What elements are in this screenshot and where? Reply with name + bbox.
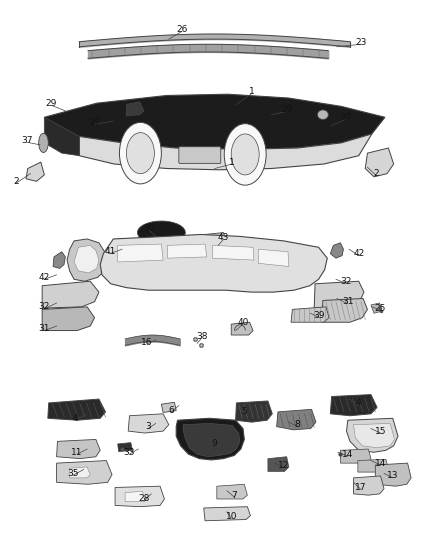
Text: 10: 10 <box>226 512 237 521</box>
Polygon shape <box>231 322 253 335</box>
Ellipse shape <box>318 110 328 119</box>
Text: 5: 5 <box>241 407 247 416</box>
Polygon shape <box>70 467 90 478</box>
Text: 7: 7 <box>231 491 237 499</box>
Polygon shape <box>204 232 227 244</box>
Polygon shape <box>330 243 343 258</box>
Polygon shape <box>100 235 327 292</box>
Text: 41: 41 <box>104 247 116 256</box>
Polygon shape <box>236 401 272 422</box>
Polygon shape <box>330 394 377 416</box>
Polygon shape <box>346 418 398 452</box>
Text: 40: 40 <box>237 318 249 327</box>
Polygon shape <box>268 457 289 472</box>
Polygon shape <box>48 399 106 420</box>
Polygon shape <box>212 245 254 260</box>
Circle shape <box>231 134 259 175</box>
Polygon shape <box>353 476 384 495</box>
Text: 17: 17 <box>355 483 367 492</box>
Polygon shape <box>365 148 394 177</box>
Polygon shape <box>74 245 99 273</box>
Text: 2: 2 <box>373 169 379 178</box>
Text: 30: 30 <box>143 223 155 232</box>
Text: 15: 15 <box>375 426 386 435</box>
Text: 37: 37 <box>21 136 33 145</box>
Ellipse shape <box>39 133 48 152</box>
Text: 8: 8 <box>295 420 300 429</box>
Polygon shape <box>57 461 112 484</box>
Polygon shape <box>291 307 329 322</box>
Polygon shape <box>167 244 207 258</box>
Polygon shape <box>127 102 144 116</box>
Polygon shape <box>128 414 169 433</box>
Text: 4: 4 <box>72 414 78 423</box>
Text: 27: 27 <box>89 118 100 127</box>
Text: 38: 38 <box>196 332 207 341</box>
Text: 13: 13 <box>387 472 399 480</box>
Text: 3: 3 <box>145 422 151 431</box>
Polygon shape <box>79 134 372 170</box>
Text: 29: 29 <box>45 99 57 108</box>
Text: 1: 1 <box>229 158 235 167</box>
Text: 33: 33 <box>124 448 135 457</box>
Polygon shape <box>258 249 289 266</box>
Text: 16: 16 <box>141 337 153 346</box>
Polygon shape <box>375 463 411 486</box>
Polygon shape <box>353 423 395 448</box>
Polygon shape <box>67 239 106 281</box>
Polygon shape <box>118 244 163 262</box>
Text: 32: 32 <box>39 302 50 311</box>
Polygon shape <box>44 117 79 156</box>
Text: 39: 39 <box>314 311 325 320</box>
FancyBboxPatch shape <box>179 147 221 164</box>
Text: 2: 2 <box>13 177 19 186</box>
Polygon shape <box>314 281 364 308</box>
Text: 32: 32 <box>340 277 351 286</box>
Polygon shape <box>161 402 176 413</box>
Circle shape <box>120 123 161 184</box>
Polygon shape <box>217 484 247 499</box>
Polygon shape <box>125 491 145 502</box>
Text: 6: 6 <box>168 406 174 415</box>
Polygon shape <box>44 94 385 149</box>
Text: 26: 26 <box>176 25 187 34</box>
Polygon shape <box>42 281 99 308</box>
Polygon shape <box>138 221 185 244</box>
Text: 12: 12 <box>278 461 290 470</box>
Polygon shape <box>321 298 367 322</box>
Polygon shape <box>277 409 316 430</box>
Polygon shape <box>340 449 371 463</box>
Text: 23: 23 <box>355 38 367 47</box>
Polygon shape <box>57 439 100 459</box>
Polygon shape <box>42 307 95 330</box>
Polygon shape <box>176 418 244 460</box>
Text: 42: 42 <box>39 273 50 282</box>
Text: 28: 28 <box>138 495 150 504</box>
Circle shape <box>224 124 266 185</box>
Text: 11: 11 <box>71 448 83 457</box>
Polygon shape <box>183 423 240 457</box>
Text: 35: 35 <box>67 469 78 478</box>
Text: 31: 31 <box>342 297 353 306</box>
Text: 42: 42 <box>353 249 364 258</box>
Circle shape <box>127 133 154 174</box>
Text: 31: 31 <box>39 324 50 333</box>
Polygon shape <box>118 442 133 451</box>
Polygon shape <box>358 459 389 472</box>
Text: 14: 14 <box>375 458 386 467</box>
Polygon shape <box>26 162 44 181</box>
Text: 1: 1 <box>249 87 254 96</box>
Text: 4: 4 <box>356 399 361 407</box>
Text: 14: 14 <box>342 450 353 459</box>
Text: 25: 25 <box>375 304 386 313</box>
Text: 9: 9 <box>212 439 218 448</box>
Polygon shape <box>115 486 164 507</box>
Text: 37: 37 <box>340 113 351 122</box>
Polygon shape <box>371 303 381 313</box>
Polygon shape <box>53 252 65 269</box>
Polygon shape <box>204 507 251 521</box>
Text: 43: 43 <box>218 233 229 242</box>
Text: 29: 29 <box>281 105 292 114</box>
